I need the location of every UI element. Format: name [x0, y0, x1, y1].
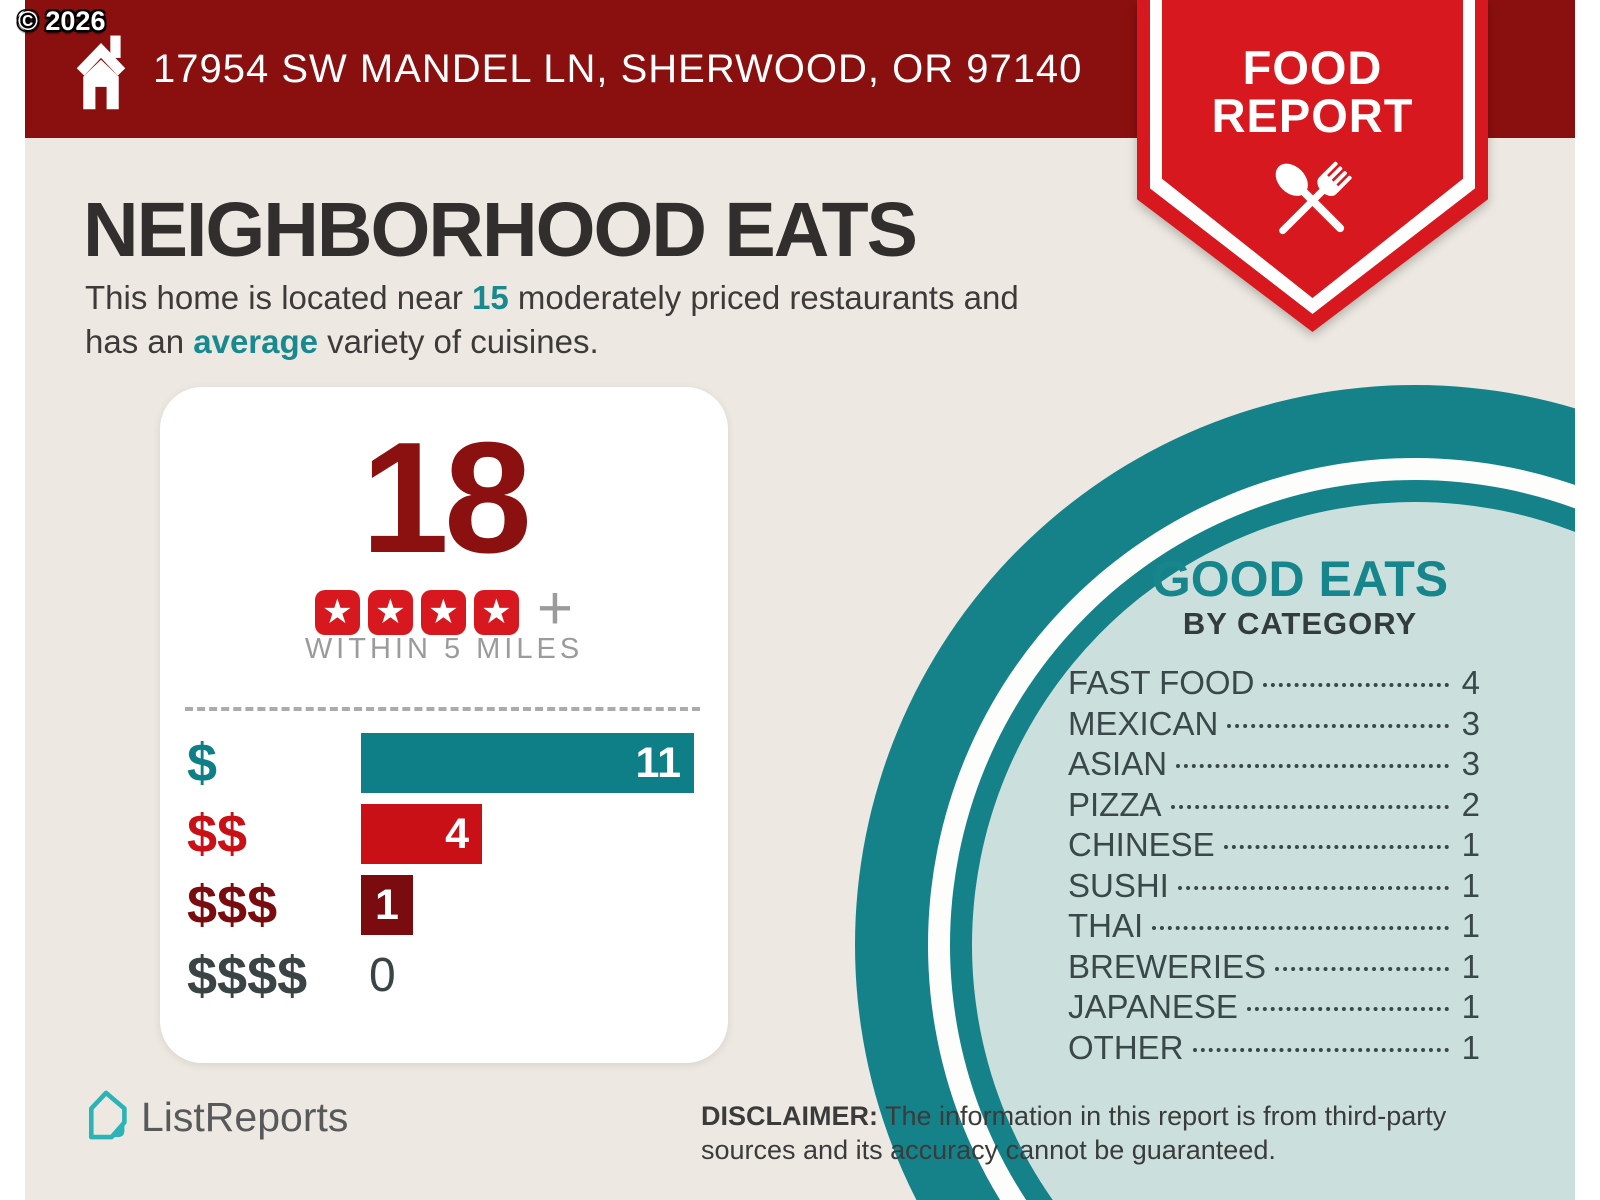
- disclaimer-text: DISCLAIMER: The information in this repo…: [701, 1100, 1501, 1168]
- category-label: MEXICAN: [1068, 704, 1219, 742]
- good-eats-title: GOOD EATS: [1151, 551, 1449, 607]
- category-label: JAPANESE: [1068, 988, 1238, 1025]
- price-bar-row: $11: [187, 733, 702, 793]
- dot-leader: [1192, 1047, 1449, 1052]
- category-row: ASIAN 3: [1068, 745, 1480, 786]
- restaurant-count: 18: [361, 410, 532, 586]
- dot-leader: [1263, 683, 1449, 687]
- price-tier-label: $$$: [187, 875, 278, 935]
- dot-leader: [1223, 845, 1449, 849]
- category-list: FAST FOOD 4 MEXICAN 3 ASIAN 3 PIZZA 2 CHINESE 1 SU…: [1068, 664, 1480, 1069]
- home-icon: [73, 30, 129, 117]
- star-icon: ★: [367, 589, 413, 635]
- category-row: PIZZA 2: [1068, 786, 1480, 827]
- price-tier-label: $: [187, 733, 218, 793]
- bar-track: 1: [361, 875, 694, 935]
- price-bar: 1: [361, 875, 413, 935]
- price-bar-row: $$$ 1: [187, 875, 702, 935]
- dot-leader: [1246, 1007, 1449, 1011]
- price-tier-label: $$$$: [187, 946, 308, 1006]
- disclaimer-label: DISCLAIMER:: [701, 1101, 878, 1131]
- price-bar-row: $$$$ 0: [187, 946, 702, 1006]
- copyright-overlay: © 2026: [18, 6, 106, 36]
- listreports-wordmark: ListReports: [141, 1094, 349, 1140]
- category-count: 3: [1461, 745, 1480, 782]
- category-row: FAST FOOD 4: [1068, 664, 1480, 705]
- price-bar-value: 11: [635, 738, 681, 787]
- category-count: 1: [1461, 947, 1480, 985]
- category-count: 4: [1461, 664, 1480, 701]
- category-count: 1: [1461, 1028, 1480, 1066]
- category-label: SUSHI: [1068, 866, 1169, 904]
- intro-line2: has an average variety of cuisines.: [85, 320, 1019, 364]
- food-report-ribbon: FOOD REPORT: [1137, 0, 1488, 332]
- price-bar-zero-value: 0: [369, 949, 396, 1002]
- plus-sign: +: [536, 574, 574, 643]
- category-count: 1: [1461, 907, 1480, 944]
- price-bar: 4: [361, 804, 483, 864]
- listreports-icon: [83, 1088, 129, 1147]
- property-address: 17954 SW MANDEL LN, SHERWOOD, OR 97140: [153, 46, 1083, 91]
- category-row: JAPANESE 1: [1068, 988, 1480, 1029]
- category-label: FAST FOOD: [1068, 664, 1255, 701]
- page-title: NEIGHBORHOOD EATS: [83, 187, 918, 273]
- category-row: SUSHI 1: [1068, 867, 1480, 908]
- dot-leader: [1177, 885, 1449, 890]
- price-bar: 11: [361, 733, 694, 793]
- dot-leader: [1227, 723, 1449, 728]
- star-icon: ★: [420, 589, 466, 635]
- bar-track: 0: [361, 946, 694, 1006]
- category-count: 1: [1461, 988, 1480, 1025]
- intro-line1-post: moderately priced restaurants and: [508, 279, 1019, 316]
- good-eats-subtitle: BY CATEGORY: [1182, 606, 1418, 641]
- bar-track: 11: [361, 733, 694, 793]
- category-count: 2: [1461, 785, 1480, 823]
- listreports-brand: ListReports: [83, 1088, 348, 1147]
- price-tier-label: $$: [187, 804, 248, 864]
- dashed-divider: [185, 707, 700, 711]
- category-row: CHINESE 1: [1068, 826, 1480, 867]
- category-row: OTHER 1: [1068, 1029, 1480, 1070]
- category-label: CHINESE: [1068, 826, 1215, 863]
- star-icon: ★: [473, 589, 519, 635]
- dot-leader: [1152, 926, 1449, 930]
- category-row: MEXICAN 3: [1068, 705, 1480, 746]
- intro-line2-post: variety of cuisines.: [318, 322, 599, 360]
- category-label: THAI: [1068, 907, 1144, 944]
- intro-line1-strong: 15: [472, 279, 509, 316]
- ribbon-title-line1: FOOD: [1242, 41, 1383, 94]
- within-miles-caption: WITHIN 5 MILES: [304, 633, 584, 665]
- food-report-page: 17954 SW MANDEL LN, SHERWOOD, OR 97140 F…: [25, 0, 1575, 1200]
- intro-line1: This home is located near 15 moderately …: [85, 276, 1019, 320]
- intro-line2-pre: has an: [85, 322, 194, 360]
- dot-leader: [1176, 764, 1449, 768]
- dot-leader: [1170, 804, 1449, 809]
- restaurant-summary-card: 18 ★ ★ ★ ★ + WITHIN 5 MILES $11 $$ 4 $$$ 1 $$$$ 0: [160, 387, 728, 1063]
- price-bar-chart: $11 $$ 4 $$$ 1 $$$$ 0: [187, 733, 702, 1017]
- intro-line1-pre: This home is located near: [85, 279, 473, 316]
- category-label: BREWERIES: [1068, 947, 1267, 985]
- star-icon: ★: [314, 589, 360, 635]
- price-bar-row: $$ 4: [187, 804, 702, 864]
- bar-track: 4: [361, 804, 694, 864]
- price-bar-value: 4: [445, 809, 470, 858]
- category-count: 3: [1461, 704, 1480, 742]
- category-label: ASIAN: [1068, 745, 1168, 782]
- category-label: PIZZA: [1068, 785, 1162, 823]
- category-row: THAI 1: [1068, 907, 1480, 948]
- category-count: 1: [1461, 866, 1480, 904]
- star-row: ★ ★ ★ ★ +: [160, 574, 728, 643]
- category-count: 1: [1461, 826, 1480, 863]
- price-bar-value: 1: [375, 880, 399, 929]
- disclaimer-body: The information in this report is from t…: [701, 1101, 1447, 1165]
- intro-line2-strong: average: [193, 322, 319, 360]
- intro-text: This home is located near 15 moderately …: [85, 276, 1019, 363]
- category-label: OTHER: [1068, 1028, 1184, 1066]
- spoon-fork-icon: [1260, 148, 1366, 259]
- dot-leader: [1275, 966, 1449, 971]
- ribbon-title-line2: REPORT: [1211, 89, 1414, 142]
- category-row: BREWERIES 1: [1068, 948, 1480, 989]
